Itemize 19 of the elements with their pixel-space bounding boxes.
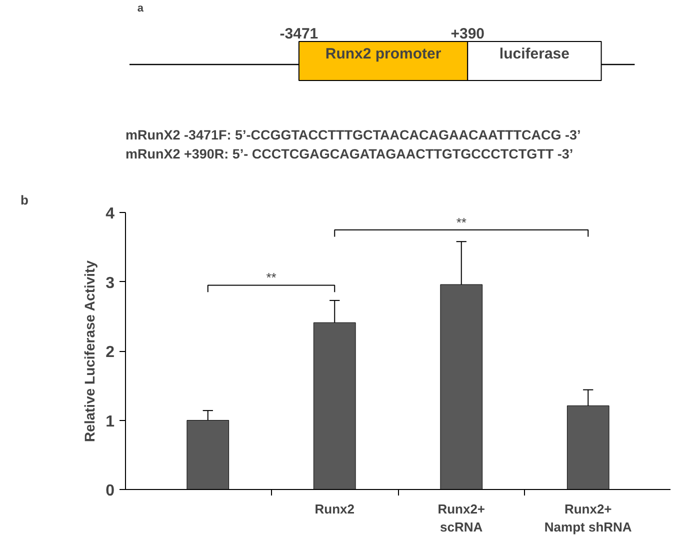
text: b: [20, 192, 28, 208]
annotation: **: [456, 214, 466, 230]
y-tick-label: 2: [106, 344, 115, 361]
y-tick-label: 1: [106, 413, 115, 430]
text: mRunX2 -3471F: 5’-CCGGTACCTTTGCTAACACAGAACAATTTCACG -3’: [126, 128, 581, 142]
text: +390: [450, 26, 485, 42]
text: -3471: [280, 26, 318, 42]
y-tick-label: 4: [106, 206, 115, 222]
annotation: **: [266, 270, 276, 286]
y-tick-label: 0: [106, 482, 115, 500]
x-tick-label: Runx2+ Nampt shRNA: [544, 502, 632, 534]
text: luciferase: [499, 46, 570, 62]
x-tick-label: Runx2+ scRNA: [438, 502, 486, 534]
y-tick-label: 3: [106, 274, 115, 292]
text: Runx2 promoter: [325, 46, 442, 62]
text: a: [137, 2, 144, 14]
x-tick-label: Runx2: [314, 502, 354, 516]
text: mRunX2 +390R: 5’- CCCTCGAGCAGATAGAACTTGTGCCCTCTGTT -3’: [126, 146, 574, 162]
y-axis-title: Relative Luciferase Activity: [82, 260, 98, 442]
